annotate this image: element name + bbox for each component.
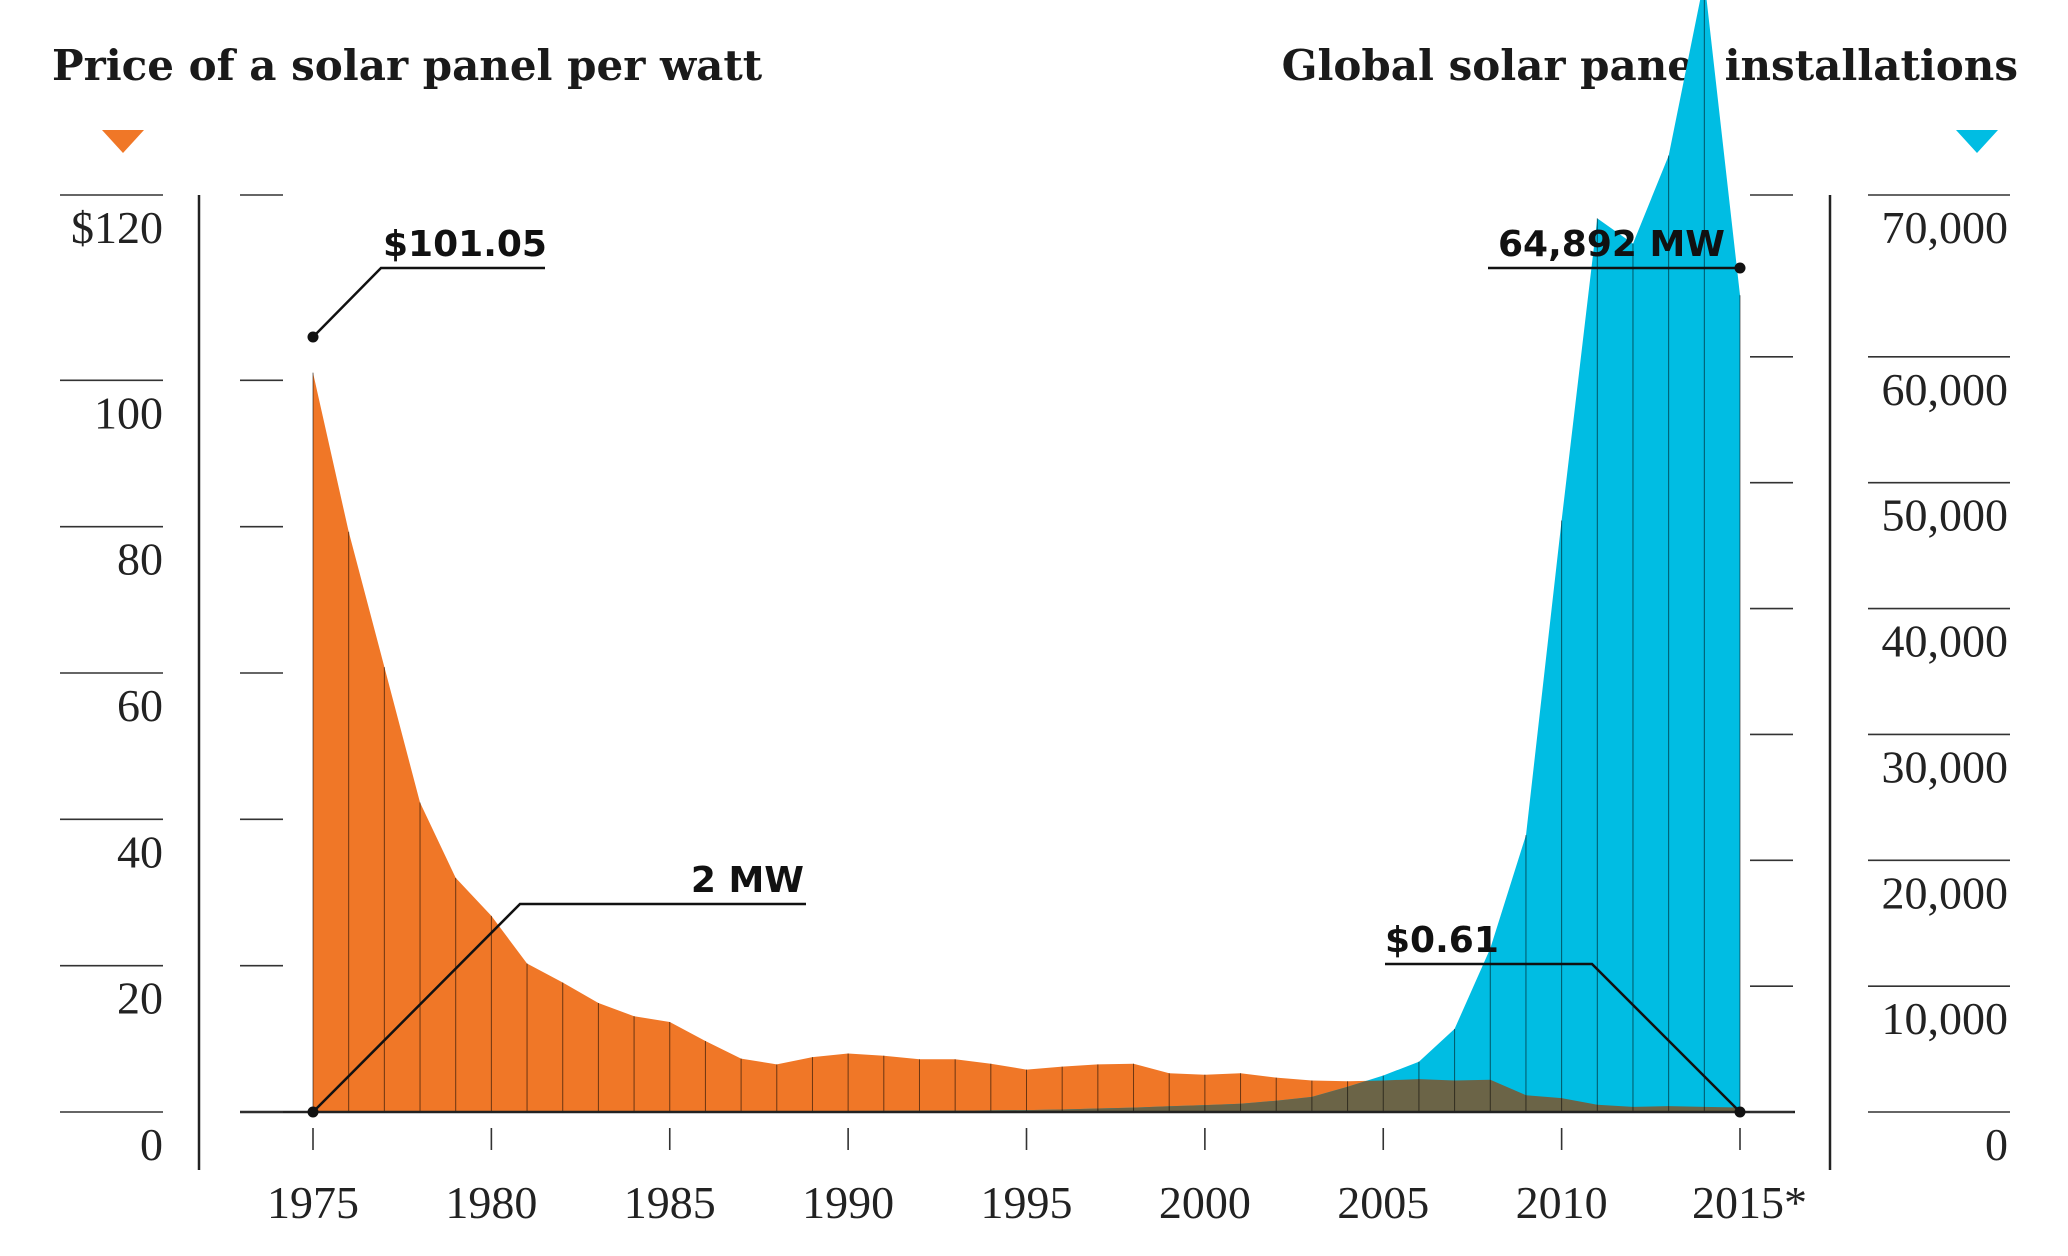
x-axis: 1975 1980 1985 1990 1995 2000 2005 2010 2015* bbox=[267, 1128, 1807, 1228]
right-y-axis: 70,000 60,000 50,000 40,000 30,000 20,000 10,0… bbox=[1750, 194, 2010, 1170]
left-tick-label: 60 bbox=[117, 680, 163, 731]
annotation-install-start: 2 MW bbox=[307, 860, 806, 1118]
annotation-install-start-label: 2 MW bbox=[691, 860, 804, 901]
right-axis-title: Global solar panel installations bbox=[1282, 41, 2018, 90]
x-tick-label: 2015* bbox=[1692, 1177, 1807, 1228]
left-tick-label: $120 bbox=[71, 202, 163, 253]
price-series-marker-icon bbox=[102, 130, 144, 153]
right-tick-label: 30,000 bbox=[1882, 741, 2009, 792]
right-tick-label: 70,000 bbox=[1882, 202, 2009, 253]
x-tick-label: 1980 bbox=[445, 1177, 537, 1228]
left-tick-label: 0 bbox=[140, 1119, 163, 1170]
right-tick-label: 40,000 bbox=[1882, 616, 2009, 667]
left-y-axis: $120 100 80 60 40 20 0 bbox=[60, 194, 283, 1170]
annotation-price-start-label: $101.05 bbox=[383, 224, 547, 265]
right-tick-label: 60,000 bbox=[1882, 364, 2009, 415]
x-tick-label: 2005 bbox=[1337, 1177, 1429, 1228]
right-tick-label: 10,000 bbox=[1882, 993, 2009, 1044]
x-tick-label: 1975 bbox=[267, 1177, 359, 1228]
annotation-price-start: $101.05 bbox=[307, 224, 547, 343]
x-tick-label: 2000 bbox=[1159, 1177, 1251, 1228]
annotation-price-end-label: $0.61 bbox=[1385, 920, 1499, 961]
left-tick-label: 20 bbox=[117, 973, 163, 1024]
x-tick-label: 1990 bbox=[802, 1177, 894, 1228]
left-tick-label: 100 bbox=[94, 387, 163, 438]
installations-series-marker-icon bbox=[1956, 130, 1998, 153]
x-tick-label: 2010 bbox=[1516, 1177, 1608, 1228]
left-axis-title: Price of a solar panel per watt bbox=[52, 41, 763, 90]
annotation-install-end: 64,892 MW bbox=[1488, 224, 1746, 274]
x-tick-label: 1995 bbox=[981, 1177, 1073, 1228]
annotation-price-end: $0.61 bbox=[1385, 920, 1746, 1118]
annotation-install-end-label: 64,892 MW bbox=[1498, 224, 1725, 265]
x-tick-label: 1985 bbox=[624, 1177, 716, 1228]
right-tick-label: 20,000 bbox=[1882, 867, 2009, 918]
axes-layer bbox=[197, 195, 1832, 1170]
year-gridlines bbox=[312, 0, 1741, 1112]
left-tick-label: 80 bbox=[117, 534, 163, 585]
left-tick-label: 40 bbox=[117, 826, 163, 877]
right-tick-label: 0 bbox=[1985, 1119, 2008, 1170]
right-tick-label: 50,000 bbox=[1882, 490, 2009, 541]
